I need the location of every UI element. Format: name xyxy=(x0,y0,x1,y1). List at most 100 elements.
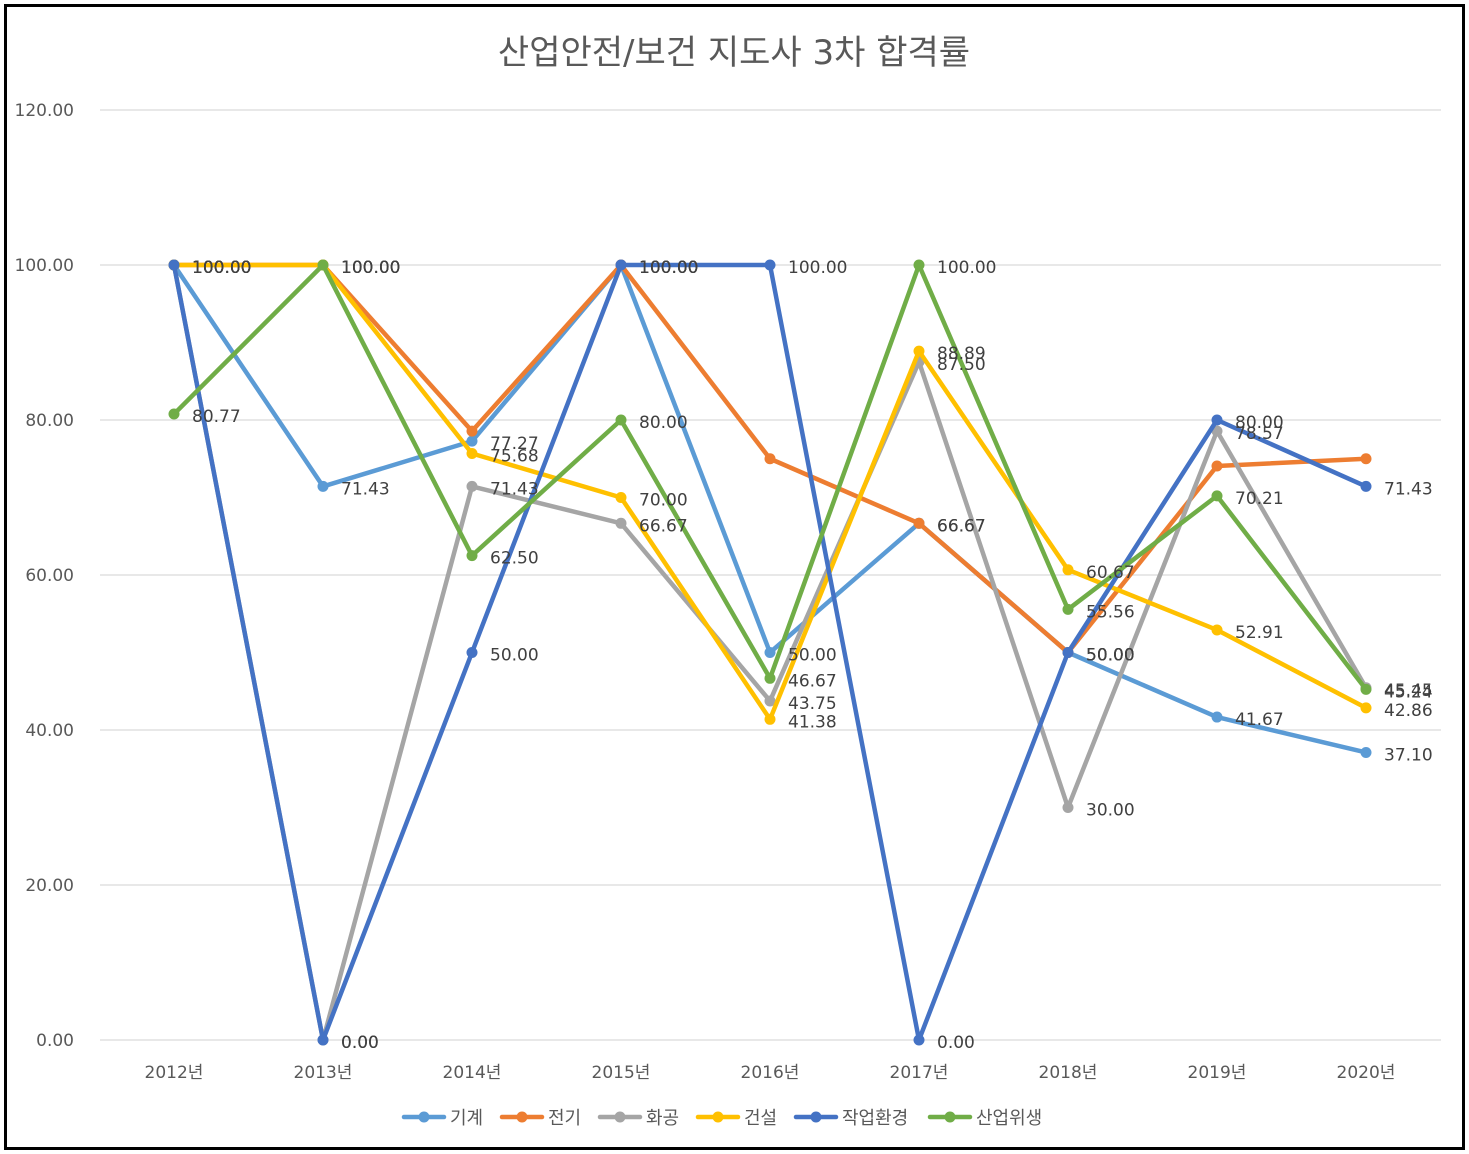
legend-label: 산업위생 xyxy=(976,1108,1042,1129)
data-label: 50.00 xyxy=(788,646,837,666)
data-point xyxy=(1360,480,1372,492)
y-tick-label: 80.00 xyxy=(25,411,74,431)
data-point xyxy=(764,672,776,684)
legend-label: 작업환경 xyxy=(842,1108,908,1129)
data-labels: 100.00 71.43 77.27 100.00 50.00 66.67 50.00 41.… xyxy=(192,258,1433,1053)
chart-frame xyxy=(4,4,1465,1150)
data-point xyxy=(764,259,776,271)
data-point xyxy=(615,492,627,503)
data-label: 70.21 xyxy=(1235,489,1284,509)
data-point xyxy=(1062,564,1074,576)
data-label: 55.56 xyxy=(1086,602,1135,622)
legend-item: 작업환경 xyxy=(793,1108,908,1129)
x-tick-label: 2012년 xyxy=(145,1063,204,1083)
data-point xyxy=(1360,702,1372,714)
data-point xyxy=(615,517,627,529)
data-label: 71.43 xyxy=(341,479,390,499)
data-point xyxy=(615,259,627,271)
data-label: 100.00 xyxy=(192,258,251,278)
legend-swatch-marker xyxy=(712,1111,724,1123)
data-label: 100.00 xyxy=(639,258,698,278)
y-tick-label: 120.00 xyxy=(15,101,74,121)
data-label: 42.86 xyxy=(1384,701,1433,721)
data-point xyxy=(317,1034,329,1046)
data-point xyxy=(168,259,180,271)
data-point xyxy=(913,259,925,271)
data-label: 0.00 xyxy=(341,1033,379,1053)
data-point xyxy=(466,480,478,492)
legend-item: 전기 xyxy=(499,1108,581,1129)
data-label: 50.00 xyxy=(490,646,539,666)
data-point xyxy=(764,453,776,465)
data-label: 100.00 xyxy=(639,258,698,278)
data-label: 43.75 xyxy=(788,694,837,714)
gridlines xyxy=(100,109,1441,1041)
y-tick-label: 40.00 xyxy=(25,721,74,741)
data-label: 80.00 xyxy=(1235,413,1284,433)
data-label: 80.00 xyxy=(639,413,688,433)
data-label: 71.43 xyxy=(490,479,539,499)
data-point xyxy=(1360,683,1372,695)
legend-swatch-marker xyxy=(944,1111,956,1123)
y-tick-label: 0.00 xyxy=(36,1031,74,1051)
data-label: 66.67 xyxy=(937,516,986,536)
data-point xyxy=(466,435,478,447)
x-tick-label: 2013년 xyxy=(294,1063,353,1083)
series-산업위생 xyxy=(168,259,1372,695)
y-tick-label: 60.00 xyxy=(25,566,74,586)
data-label: 100.00 xyxy=(788,258,847,278)
data-label: 87.50 xyxy=(937,355,986,375)
legend-item: 화공 xyxy=(597,1108,679,1129)
data-label: 100.00 xyxy=(937,258,996,278)
data-point xyxy=(317,480,329,492)
x-tick-label: 2015년 xyxy=(592,1063,651,1083)
data-label: 88.89 xyxy=(937,344,986,364)
data-label: 60.67 xyxy=(1086,563,1135,583)
data-label: 100.00 xyxy=(341,258,400,278)
y-axis-ticks: 0.00 20.00 40.00 60.00 80.00 100.00 120.00 xyxy=(15,101,74,1051)
data-label: 50.00 xyxy=(1086,646,1135,666)
data-point xyxy=(466,425,478,437)
chart-title: 산업안전/보건 지도사 3차 합격률 xyxy=(498,33,970,73)
data-point xyxy=(466,447,478,459)
x-tick-label: 2018년 xyxy=(1039,1063,1098,1083)
data-point xyxy=(317,259,329,271)
data-point xyxy=(913,345,925,357)
data-label: 100.00 xyxy=(639,258,698,278)
legend-item: 건설 xyxy=(695,1108,777,1129)
legend-label: 전기 xyxy=(548,1108,581,1129)
data-label: 71.43 xyxy=(1384,479,1433,499)
data-label: 100.00 xyxy=(192,258,251,278)
legend-swatch-marker xyxy=(810,1111,822,1123)
x-tick-label: 2016년 xyxy=(741,1063,800,1083)
data-label: 66.67 xyxy=(639,516,688,536)
legend-swatch-marker xyxy=(418,1111,430,1123)
data-point xyxy=(764,647,776,658)
legend-swatch-marker xyxy=(516,1111,528,1123)
data-point xyxy=(1211,624,1223,636)
data-label: 50.00 xyxy=(1086,646,1135,666)
data-label: 100.00 xyxy=(192,258,251,278)
legend: 기계 전기 화공 건설 작업환경 산업위생 xyxy=(401,1108,1042,1129)
x-tick-label: 2020년 xyxy=(1337,1063,1396,1083)
x-tick-label: 2014년 xyxy=(443,1063,502,1083)
data-point xyxy=(1211,414,1223,426)
data-label: 80.77 xyxy=(192,407,241,427)
data-label: 37.10 xyxy=(1384,745,1433,765)
data-point xyxy=(1062,647,1074,658)
data-label: 77.27 xyxy=(490,434,539,454)
data-point xyxy=(1211,711,1223,723)
legend-label: 화공 xyxy=(646,1108,679,1129)
data-point xyxy=(1062,603,1074,615)
legend-label: 건설 xyxy=(744,1108,777,1129)
y-tick-label: 20.00 xyxy=(25,876,74,896)
data-label: 62.50 xyxy=(490,549,539,569)
data-label: 0.00 xyxy=(937,1033,975,1053)
series-작업환경 xyxy=(168,259,1372,1046)
data-label: 52.91 xyxy=(1235,623,1284,643)
legend-item: 기계 xyxy=(401,1108,483,1129)
data-point xyxy=(913,517,925,529)
x-tick-label: 2019년 xyxy=(1188,1063,1247,1083)
data-label: 0.00 xyxy=(341,1033,379,1053)
